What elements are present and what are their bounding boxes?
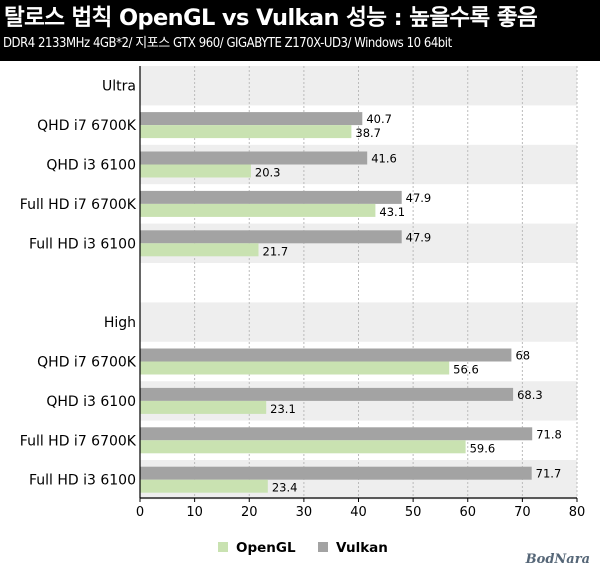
data-label-opengl: 23.1 bbox=[270, 402, 296, 416]
x-tick-label: 0 bbox=[136, 505, 144, 520]
legend-swatch-vulkan bbox=[318, 542, 328, 552]
data-label-opengl: 59.6 bbox=[470, 441, 496, 455]
chart-header: 탈로스 법칙 OpenGL vs Vulkan 성능 : 높을수록 좋음 DDR… bbox=[0, 0, 600, 61]
bar-vulkan bbox=[140, 190, 402, 204]
bar-opengl bbox=[140, 400, 267, 414]
bar-opengl bbox=[140, 203, 376, 217]
bar-vulkan bbox=[140, 151, 368, 165]
legend-label-opengl: OpenGL bbox=[236, 540, 296, 556]
legend-swatch-opengl bbox=[218, 542, 228, 552]
data-label-vulkan: 40.7 bbox=[366, 112, 392, 126]
bar-opengl bbox=[140, 361, 450, 375]
bar-vulkan bbox=[140, 466, 532, 480]
data-label-vulkan: 71.8 bbox=[536, 427, 562, 441]
bar-opengl bbox=[140, 125, 352, 139]
category-label: Full HD i7 6700K bbox=[20, 433, 137, 449]
data-label-vulkan: 47.9 bbox=[406, 191, 432, 205]
category-label: QHD i7 6700K bbox=[37, 355, 137, 371]
data-label-vulkan: 47.9 bbox=[406, 230, 432, 244]
data-label-vulkan: 68 bbox=[515, 349, 530, 363]
bar-vulkan bbox=[140, 427, 533, 441]
category-label: QHD i3 6100 bbox=[46, 158, 136, 174]
category-label: QHD i3 6100 bbox=[46, 394, 136, 410]
legend-label-vulkan: Vulkan bbox=[336, 540, 388, 556]
bar-opengl bbox=[140, 164, 251, 178]
x-tick-label: 50 bbox=[405, 505, 422, 520]
bar-chart: Ultra QHD i7 6700K 40.738.7 QHD i3 6100 41.6… bbox=[20, 66, 586, 556]
data-label-vulkan: 68.3 bbox=[517, 388, 543, 402]
x-tick-label: 60 bbox=[459, 505, 476, 520]
x-tick-label: 20 bbox=[241, 505, 258, 520]
bar-vulkan bbox=[140, 230, 402, 244]
group-label: High bbox=[104, 315, 136, 331]
data-label-opengl: 23.4 bbox=[272, 481, 298, 495]
bar-vulkan bbox=[140, 387, 514, 401]
bar-vulkan bbox=[140, 112, 363, 126]
data-label-vulkan: 41.6 bbox=[371, 152, 397, 166]
data-label-opengl: 43.1 bbox=[379, 205, 405, 219]
x-tick-label: 30 bbox=[296, 505, 313, 520]
data-label-opengl: 20.3 bbox=[255, 166, 281, 180]
data-label-opengl: 38.7 bbox=[355, 126, 381, 140]
category-label: Full HD i3 6100 bbox=[29, 236, 136, 252]
x-tick-label: 10 bbox=[186, 505, 203, 520]
data-label-opengl: 21.7 bbox=[263, 244, 289, 258]
x-tick-label: 80 bbox=[569, 505, 586, 520]
group-label: Ultra bbox=[102, 79, 136, 95]
chart-title: 탈로스 법칙 OpenGL vs Vulkan 성능 : 높을수록 좋음 bbox=[4, 5, 538, 31]
bar-opengl bbox=[140, 440, 466, 454]
bar-vulkan bbox=[140, 348, 512, 362]
x-tick-label: 40 bbox=[350, 505, 367, 520]
bar-opengl bbox=[140, 479, 268, 493]
category-label: QHD i7 6700K bbox=[37, 118, 137, 134]
data-label-vulkan: 71.7 bbox=[536, 467, 562, 481]
category-label: Full HD i3 6100 bbox=[29, 473, 136, 489]
x-tick-label: 70 bbox=[514, 505, 531, 520]
data-label-opengl: 56.6 bbox=[453, 363, 479, 377]
watermark-logo: BodNara bbox=[525, 552, 590, 567]
chart-subtitle: DDR4 2133MHz 4GB*2/ 지포스 GTX 960/ GIGABYT… bbox=[3, 36, 452, 51]
category-label: Full HD i7 6700K bbox=[20, 197, 137, 213]
bar-opengl bbox=[140, 243, 259, 257]
